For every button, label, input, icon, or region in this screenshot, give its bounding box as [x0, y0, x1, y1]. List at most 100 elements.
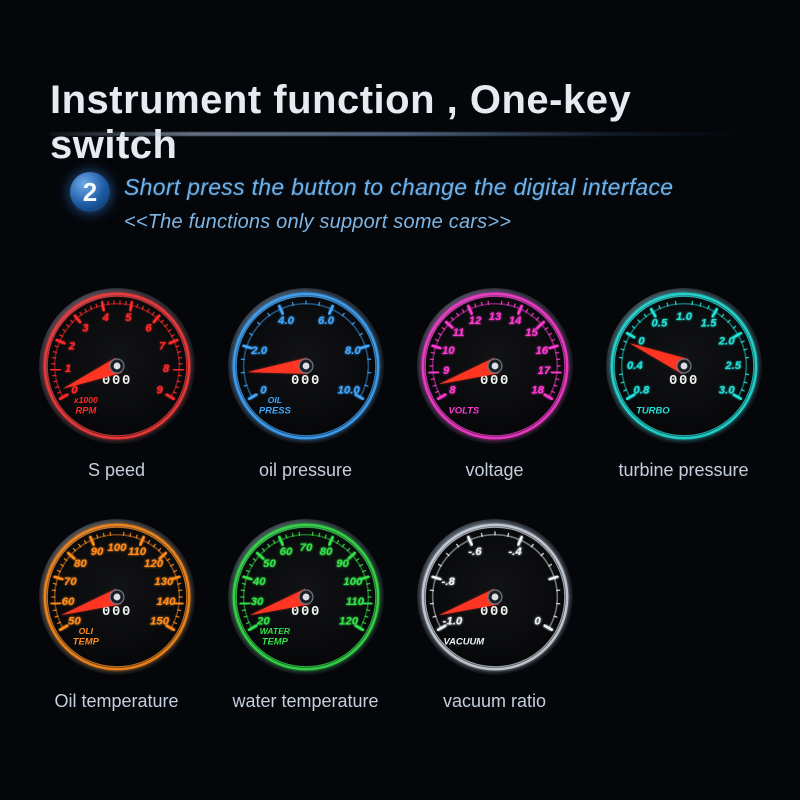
svg-text:40: 40 [251, 576, 265, 588]
svg-text:70: 70 [299, 542, 312, 554]
gauges-grid: 0123456789 000 x1000RPM S peed [30, 284, 770, 712]
svg-text:2.0: 2.0 [250, 345, 268, 357]
svg-text:2.0: 2.0 [717, 335, 735, 347]
gauge-label-vacuum: vacuum ratio [443, 691, 546, 712]
gauge-turbine: 0.8 0.4 0 0.5 1.0 1.52.0 2.5 3.0 000 TURBO [602, 284, 766, 448]
title-underline [50, 132, 750, 136]
gauge-cell-vacuum: -1.0-.8-.6-.40 000 VACUUM vacuum ratio [411, 515, 579, 712]
svg-text:90: 90 [336, 558, 349, 570]
svg-text:10.0: 10.0 [337, 385, 360, 397]
gauge-water-temp: 2030405060708090100110120 000 WATERTEMP [224, 515, 388, 679]
svg-text:8.0: 8.0 [344, 345, 361, 357]
svg-text:VACUUM: VACUUM [443, 636, 485, 647]
svg-text:0: 0 [260, 385, 267, 397]
svg-text:90: 90 [90, 546, 103, 558]
gauge-vacuum: -1.0-.8-.6-.40 000 VACUUM [413, 515, 577, 679]
svg-text:1: 1 [64, 363, 70, 375]
gauge-cell-water-temp: 2030405060708090100110120 000 WATERTEMP … [222, 515, 390, 712]
svg-text:14: 14 [508, 315, 521, 327]
svg-text:-.6: -.6 [468, 546, 482, 558]
gauge-voltage: 89101112131415161718 000 VOLTS [413, 284, 577, 448]
gauge-oil-temp: 5060708090100110120130140150 000 OLITEMP [35, 515, 199, 679]
svg-text:8: 8 [449, 385, 456, 397]
step-row: 2 Short press the button to change the d… [70, 172, 760, 234]
svg-text:100: 100 [343, 576, 363, 588]
gauge-speed: 0123456789 000 x1000RPM [35, 284, 199, 448]
svg-text:-1.0: -1.0 [442, 616, 462, 628]
svg-text:15: 15 [525, 327, 538, 339]
svg-text:8: 8 [162, 363, 169, 375]
svg-text:2: 2 [67, 341, 75, 353]
svg-text:18: 18 [531, 385, 544, 397]
svg-text:TEMP: TEMP [72, 636, 99, 647]
svg-text:150: 150 [150, 616, 170, 628]
svg-text:3.0: 3.0 [718, 385, 735, 397]
svg-text:000: 000 [290, 373, 320, 389]
svg-text:4: 4 [101, 312, 109, 324]
gauge-label-speed: S peed [88, 460, 145, 481]
svg-text:-.4: -.4 [508, 546, 522, 558]
svg-text:6.0: 6.0 [318, 315, 335, 327]
svg-text:50: 50 [263, 558, 276, 570]
svg-text:1.5: 1.5 [700, 317, 717, 329]
svg-text:OIL: OIL [267, 395, 281, 405]
gauge-label-turbine: turbine pressure [618, 460, 748, 481]
gauge-label-water-temp: water temperature [232, 691, 378, 712]
svg-text:30: 30 [250, 596, 263, 608]
svg-text:3: 3 [82, 322, 89, 334]
svg-text:80: 80 [74, 558, 87, 570]
svg-text:110: 110 [345, 596, 364, 608]
svg-text:x1000: x1000 [72, 395, 97, 405]
svg-text:0: 0 [638, 335, 645, 347]
svg-text:7: 7 [158, 341, 165, 353]
step-text: Short press the button to change the dig… [124, 172, 673, 234]
svg-text:OLI: OLI [78, 626, 93, 636]
step-line2: <<The functions only support some cars>> [124, 211, 673, 234]
svg-text:2.5: 2.5 [724, 360, 742, 372]
svg-text:0.8: 0.8 [633, 385, 650, 397]
svg-text:RPM: RPM [75, 405, 97, 416]
svg-text:130: 130 [154, 576, 174, 588]
page-title: Instrument function , One-key switch [50, 78, 750, 168]
step-line1: Short press the button to change the dig… [124, 174, 673, 201]
svg-text:120: 120 [339, 616, 359, 628]
svg-text:70: 70 [63, 576, 76, 588]
gauge-oil-pressure: 0 2.0 4.0 6.0 8.0 10.0 000 OILPRESS [224, 284, 388, 448]
gauge-label-oil-pressure: oil pressure [259, 460, 352, 481]
gauge-cell-turbine: 0.8 0.4 0 0.5 1.0 1.52.0 2.5 3.0 000 TURBO turb… [600, 284, 768, 481]
svg-text:9: 9 [442, 365, 449, 377]
gauge-cell-speed: 0123456789 000 x1000RPM S peed [33, 284, 201, 481]
svg-text:6: 6 [145, 322, 152, 334]
svg-text:000: 000 [668, 373, 698, 389]
svg-text:140: 140 [156, 596, 176, 608]
svg-text:5: 5 [125, 312, 132, 324]
svg-text:-.8: -.8 [441, 576, 455, 588]
svg-text:13: 13 [488, 311, 501, 323]
svg-text:17: 17 [537, 365, 550, 377]
svg-text:60: 60 [279, 546, 292, 558]
svg-text:WATER: WATER [259, 626, 290, 636]
gauge-label-voltage: voltage [465, 460, 523, 481]
gauge-cell-oil-pressure: 0 2.0 4.0 6.0 8.0 10.0 000 OILPRESS oil press… [222, 284, 390, 481]
svg-text:10: 10 [441, 345, 454, 357]
svg-text:60: 60 [61, 596, 74, 608]
svg-text:4.0: 4.0 [277, 315, 295, 327]
gauge-cell-voltage: 89101112131415161718 000 VOLTS voltage [411, 284, 579, 481]
svg-text:9: 9 [156, 385, 163, 397]
svg-text:0.5: 0.5 [651, 317, 668, 329]
svg-text:PRESS: PRESS [258, 405, 291, 416]
svg-text:80: 80 [319, 546, 332, 558]
gauge-cell-oil-temp: 5060708090100110120130140150 000 OLITEMP… [33, 515, 201, 712]
step-number-badge: 2 [70, 172, 110, 212]
svg-text:100: 100 [107, 542, 127, 554]
svg-text:VOLTS: VOLTS [448, 405, 479, 416]
gauge-label-oil-temp: Oil temperature [54, 691, 178, 712]
svg-text:TEMP: TEMP [261, 636, 288, 647]
svg-text:11: 11 [452, 327, 464, 339]
svg-text:TURBO: TURBO [636, 405, 670, 416]
svg-text:110: 110 [127, 546, 146, 558]
svg-text:1.0: 1.0 [676, 311, 693, 323]
svg-text:0: 0 [534, 616, 541, 628]
svg-text:16: 16 [535, 345, 548, 357]
svg-text:0.4: 0.4 [626, 360, 643, 372]
